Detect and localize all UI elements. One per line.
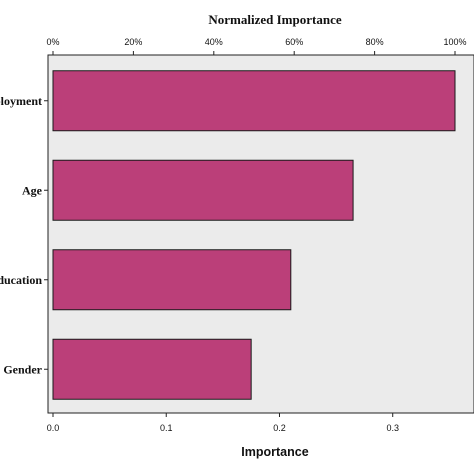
bars <box>52 70 456 400</box>
bottom-axis: 0.0 0.1 0.2 0.3 <box>47 412 474 433</box>
top-tick-label: 80% <box>366 37 384 47</box>
top-tick-label: 20% <box>124 37 142 47</box>
bottom-tick-label: 0.2 <box>273 423 286 433</box>
category-label: ducation <box>0 273 42 287</box>
bar <box>52 249 292 311</box>
category-label: ployment <box>0 94 42 108</box>
bottom-tick-label: 0.0 <box>47 423 60 433</box>
category-labels: ployment Age ducation Gender <box>0 94 48 376</box>
top-tick-label: 0% <box>46 37 59 47</box>
top-tick-label: 60% <box>285 37 303 47</box>
bottom-tick-label: 0.1 <box>160 423 173 433</box>
category-label: Gender <box>3 362 42 376</box>
bar <box>52 159 354 221</box>
top-tick-label: 40% <box>205 37 223 47</box>
bar <box>52 338 252 400</box>
top-axis: 0% 20% 40% 60% 80% 100% <box>46 37 474 56</box>
category-label: Age <box>22 183 43 197</box>
bar <box>52 70 456 132</box>
top-tick-label: 100% <box>443 37 466 47</box>
bottom-axis-title: Importance <box>241 445 308 459</box>
bottom-tick-label: 0.3 <box>386 423 399 433</box>
top-axis-title: Normalized Importance <box>208 12 341 27</box>
